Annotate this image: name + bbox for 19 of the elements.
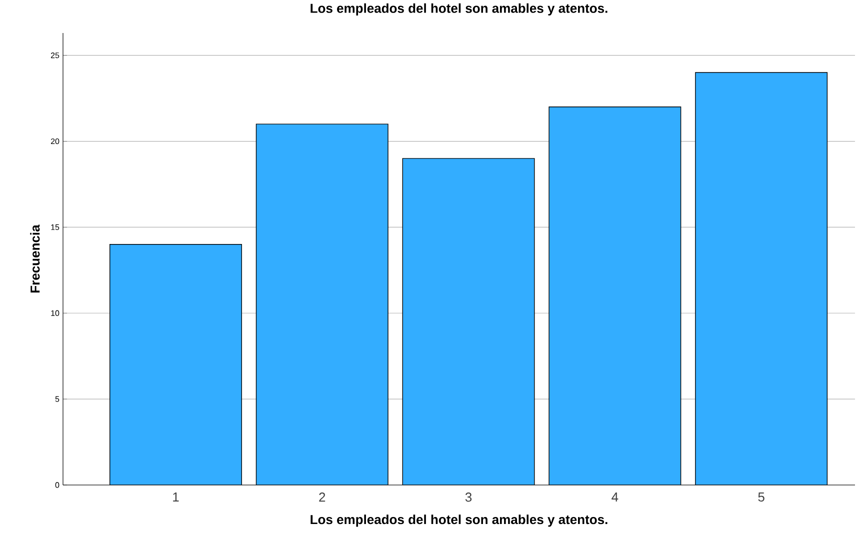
chart-title: Los empleados del hotel son amables y atentos. [310,3,608,16]
y-tick-label: 5 [55,396,60,402]
x-tick-label: 4 [612,492,618,502]
x-tick-label: 5 [758,492,764,502]
bar [256,124,388,485]
x-tick-label: 2 [319,492,326,502]
y-tick-label: 10 [51,310,60,316]
bar [110,244,242,485]
x-tick-label: 1 [173,492,179,502]
bar [548,106,682,485]
y-tick-label: 25 [50,52,60,58]
bar [402,158,535,485]
y-axis-title: Frecuencia [30,224,40,292]
x-tick-label: 3 [465,492,472,502]
y-tick-label: 20 [50,138,60,144]
bar [695,72,828,485]
y-tick-label: 15 [51,224,60,230]
x-axis-title: Los empleados del hotel son amables y atentos. [310,514,608,527]
y-tick-label: 0 [55,482,60,488]
